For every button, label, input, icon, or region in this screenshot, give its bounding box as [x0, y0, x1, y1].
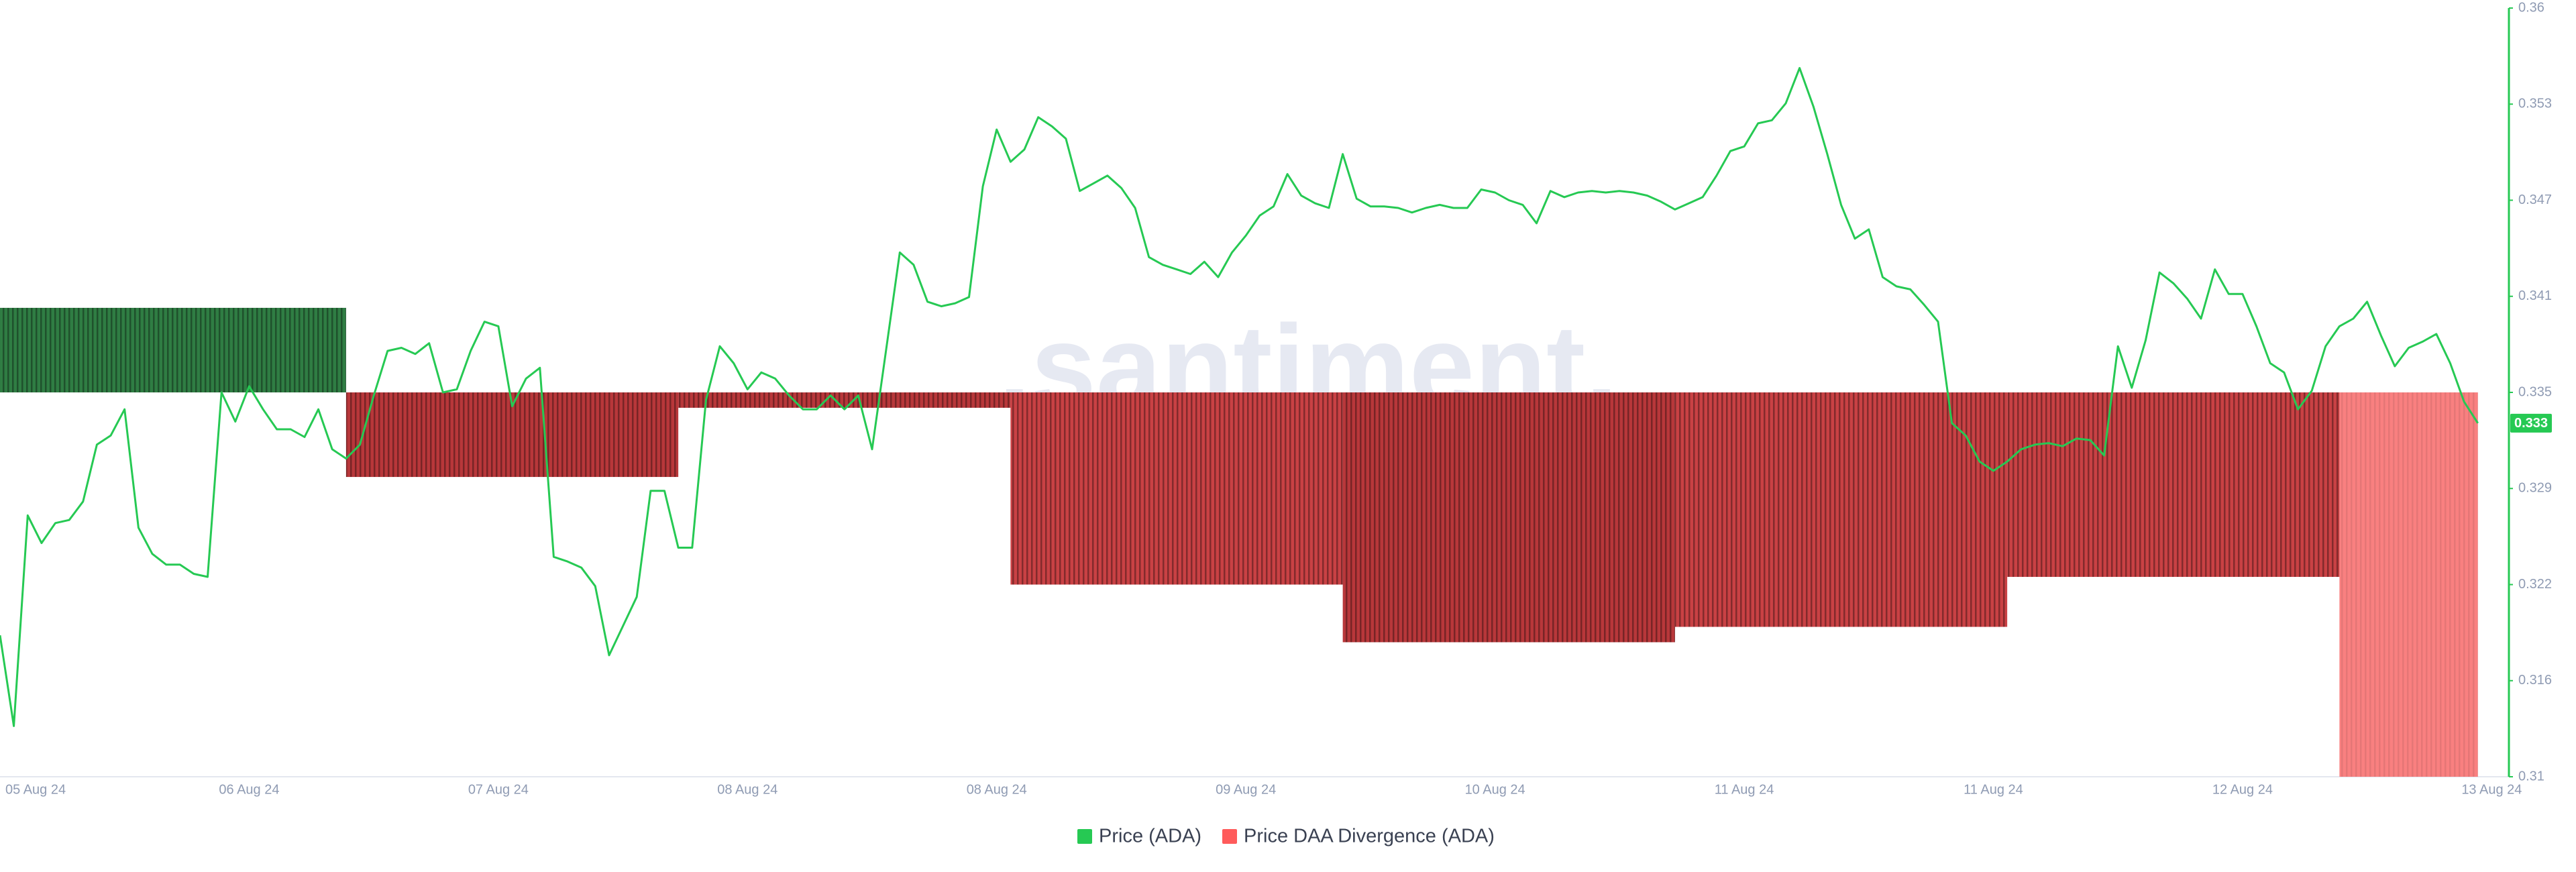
legend-item: Price (ADA) [1077, 826, 1201, 847]
x-tick-label: 13 Aug 24 [2461, 782, 2522, 797]
price-line [0, 66, 2479, 727]
y-tick-label: 0.353 [2518, 97, 2552, 111]
x-tick-label: 11 Aug 24 [1715, 782, 1774, 797]
x-tick-label: 09 Aug 24 [1216, 782, 1276, 797]
legend-item: Price DAA Divergence (ADA) [1222, 826, 1495, 847]
y-tick-label: 0.347 [2518, 193, 2552, 207]
x-tick-label: 11 Aug 24 [1964, 782, 2023, 797]
divergence-bar [1342, 392, 1675, 643]
x-tick-label: 05 Aug 24 [5, 782, 66, 797]
x-tick-label: 08 Aug 24 [717, 782, 777, 797]
legend-label: Price DAA Divergence (ADA) [1244, 826, 1495, 847]
y-tick-label: 0.341 [2518, 288, 2552, 303]
x-tick-label: 08 Aug 24 [967, 782, 1027, 797]
divergence-bar [2007, 392, 2340, 578]
x-tick-label: 10 Aug 24 [1465, 782, 1525, 797]
divergence-bar [2339, 392, 2478, 777]
legend-swatch [1077, 829, 1092, 844]
divergence-bar [0, 307, 346, 392]
last-value-badge [2510, 413, 2552, 433]
divergence-bar [678, 392, 1011, 408]
divergence-bar [1674, 392, 2008, 627]
last-value-label: 0.333 [2514, 416, 2548, 431]
y-tick-label: 0.322 [2518, 577, 2552, 592]
y-tick-label: 0.335 [2518, 384, 2552, 399]
x-tick-label: 07 Aug 24 [468, 782, 529, 797]
legend-swatch [1222, 829, 1237, 844]
y-tick-label: 0.316 [2518, 673, 2552, 688]
divergence-bar [1010, 392, 1343, 585]
x-tick-label: 12 Aug 24 [2212, 782, 2273, 797]
y-tick-label: 0.31 [2518, 769, 2544, 783]
y-tick-label: 0.36 [2518, 0, 2544, 15]
legend-label: Price (ADA) [1099, 826, 1201, 847]
y-tick-label: 0.329 [2518, 481, 2552, 496]
x-tick-label: 06 Aug 24 [219, 782, 279, 797]
